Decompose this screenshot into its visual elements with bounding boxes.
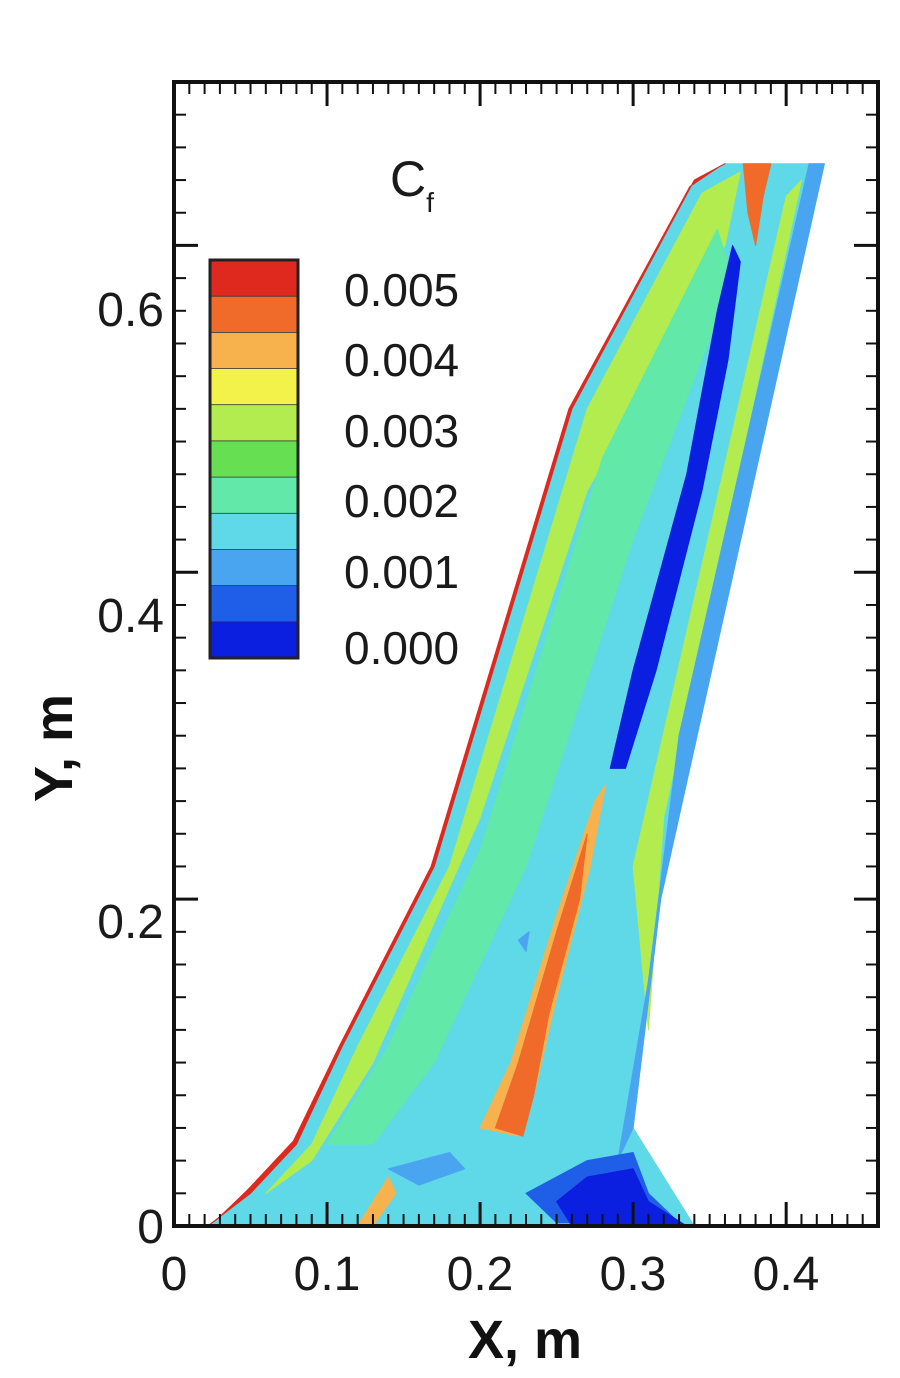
colorbar-frame [208,258,300,660]
colorbar-tick-label: 0.000 [344,622,459,674]
x-tick-label: 0 [161,1248,188,1301]
colorbar-tick-label: 0.005 [344,264,459,316]
contour-region [609,244,741,769]
colorbar-title: Cf [390,151,434,218]
colorbar-swatch [209,259,299,298]
colorbar-swatch [209,512,299,551]
colorbar-swatch [209,295,299,334]
contour-regions [207,163,825,1226]
y-tick-labels: 0 0.2 0.4 0.6 [97,284,164,1254]
colorbar-legend: Cf 0.005 0.004 0.003 0.002 0.001 0.000 [208,151,459,674]
colorbar-title-sub: f [426,187,434,218]
contour-region [742,163,772,246]
contour-region [387,1152,466,1186]
colorbar-tick-label: 0.003 [344,405,459,457]
contour-region [517,931,530,952]
y-axis-label: Y, m [24,694,84,802]
colorbar-swatch [209,331,299,370]
contour-region [357,1176,397,1226]
colorbar-swatch [209,368,299,406]
colorbar-swatch [209,621,299,659]
contour-region [494,833,588,1137]
x-tick-label: 0.4 [753,1248,820,1301]
contour-region [207,163,726,1226]
colorbar-swatch [209,549,299,587]
x-tick-label: 0.2 [447,1248,514,1301]
colorbar-tick-label: 0.001 [344,546,459,598]
colorbar-labels: 0.005 0.004 0.003 0.002 0.001 0.000 [344,264,459,674]
y-tick-label: 0.6 [97,284,164,337]
colorbar-title-main: C [390,151,426,207]
y-tick-label: 0.2 [97,896,164,949]
x-tick-label: 0.1 [294,1248,361,1301]
x-tick-labels: 0 0.1 0.2 0.3 0.4 [161,1248,820,1301]
x-axis-label: X, m [468,1310,582,1370]
colorbar-swatch [209,476,299,515]
colorbar-swatch [209,585,299,623]
axis-ticks [172,81,879,1228]
x-tick-label: 0.3 [600,1248,667,1301]
contour-region [617,163,825,1162]
colorbar-swatch [209,404,299,442]
y-tick-label: 0.4 [97,590,164,643]
colorbar-swatches [209,259,299,659]
colorbar-tick-label: 0.002 [344,475,459,527]
colorbar-swatch [209,440,299,478]
colorbar-tick-label: 0.004 [344,334,459,386]
contour-region [556,1168,688,1226]
y-tick-label: 0 [137,1201,164,1254]
